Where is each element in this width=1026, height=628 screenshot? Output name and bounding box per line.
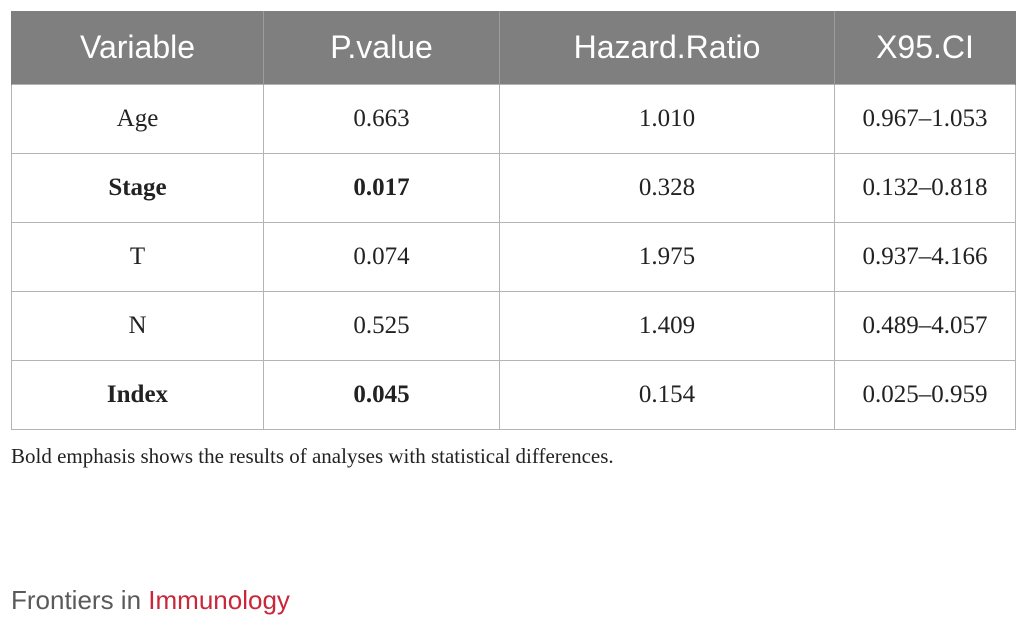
journal-name: Frontiers in Immunology [11,585,290,616]
table-row: Stage 0.017 0.328 0.132–0.818 [11,153,1016,223]
cell-p-value: 0.074 [263,222,500,292]
cell-p-value: 0.663 [263,84,500,154]
cell-confidence-interval: 0.489–4.057 [834,291,1016,361]
table-footnote: Bold emphasis shows the results of analy… [11,444,614,468]
cell-variable: T [11,222,264,292]
header-variable: Variable [11,11,264,85]
table-row: T 0.074 1.975 0.937–4.166 [11,222,1016,292]
cell-confidence-interval: 0.937–4.166 [834,222,1016,292]
cell-variable: N [11,291,264,361]
journal-prefix: Frontiers in [11,585,142,615]
table-row: Age 0.663 1.010 0.967–1.053 [11,84,1016,154]
cell-confidence-interval: 0.967–1.053 [834,84,1016,154]
table-row: Index 0.045 0.154 0.025–0.959 [11,360,1016,430]
cell-confidence-interval: 0.025–0.959 [834,360,1016,430]
header-p-value: P.value [263,11,500,85]
cell-variable: Index [11,360,264,430]
cell-hazard-ratio: 1.975 [499,222,835,292]
cell-hazard-ratio: 1.409 [499,291,835,361]
cell-variable: Age [11,84,264,154]
table-header-row: Variable P.value Hazard.Ratio X95.CI [11,11,1016,85]
cell-p-value: 0.045 [263,360,500,430]
table-row: N 0.525 1.409 0.489–4.057 [11,291,1016,361]
cox-regression-table: Variable P.value Hazard.Ratio X95.CI Age… [11,11,1016,430]
cell-hazard-ratio: 1.010 [499,84,835,154]
results-table-container: Variable P.value Hazard.Ratio X95.CI Age… [11,11,1016,430]
cell-p-value: 0.525 [263,291,500,361]
header-hazard-ratio: Hazard.Ratio [499,11,835,85]
cell-hazard-ratio: 0.154 [499,360,835,430]
cell-variable: Stage [11,153,264,223]
cell-hazard-ratio: 0.328 [499,153,835,223]
journal-title: Immunology [148,585,290,615]
cell-confidence-interval: 0.132–0.818 [834,153,1016,223]
header-confidence-interval: X95.CI [834,11,1016,85]
cell-p-value: 0.017 [263,153,500,223]
